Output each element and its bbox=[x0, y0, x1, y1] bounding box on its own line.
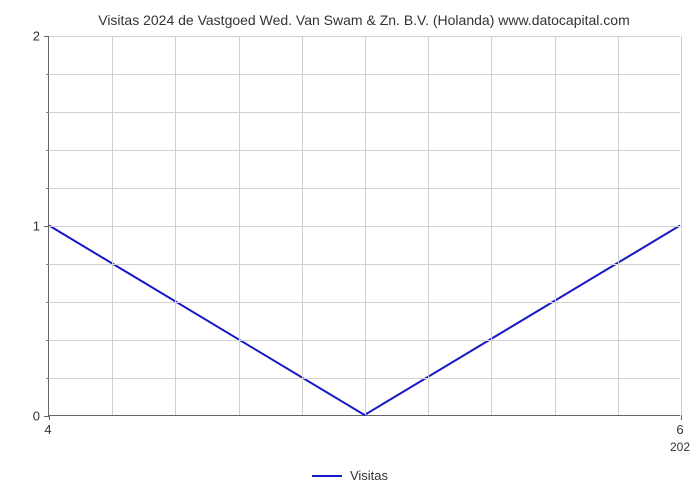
x-tick-label: 4 bbox=[44, 422, 51, 437]
y-tick-mark bbox=[44, 226, 49, 227]
grid-line-horizontal bbox=[49, 302, 680, 303]
x-tick-mark bbox=[681, 415, 682, 420]
y-minor-tick bbox=[46, 378, 49, 379]
y-minor-tick bbox=[46, 302, 49, 303]
y-tick-mark bbox=[44, 36, 49, 37]
x-tick-label: 6 bbox=[676, 422, 683, 437]
y-minor-tick bbox=[46, 264, 49, 265]
x-sub-label: 202 bbox=[670, 440, 690, 454]
grid-line-horizontal bbox=[49, 112, 680, 113]
grid-line-horizontal bbox=[49, 150, 680, 151]
chart-container: Visitas 2024 de Vastgoed Wed. Van Swam &… bbox=[48, 12, 680, 432]
legend: Visitas bbox=[312, 468, 388, 483]
grid-line-horizontal bbox=[49, 74, 680, 75]
chart-title: Visitas 2024 de Vastgoed Wed. Van Swam &… bbox=[48, 12, 680, 28]
y-minor-tick bbox=[46, 188, 49, 189]
y-tick-label: 1 bbox=[0, 219, 40, 234]
y-tick-label: 0 bbox=[0, 409, 40, 424]
legend-label: Visitas bbox=[350, 468, 388, 483]
grid-line-horizontal bbox=[49, 340, 680, 341]
grid-line-vertical bbox=[681, 36, 682, 415]
grid-line-horizontal bbox=[49, 36, 680, 37]
legend-swatch bbox=[312, 475, 342, 477]
y-minor-tick bbox=[46, 150, 49, 151]
x-tick-mark bbox=[49, 415, 50, 420]
grid-line-horizontal bbox=[49, 264, 680, 265]
y-minor-tick bbox=[46, 340, 49, 341]
grid-line-horizontal bbox=[49, 188, 680, 189]
grid-line-horizontal bbox=[49, 226, 680, 227]
plot-area bbox=[48, 36, 680, 416]
y-minor-tick bbox=[46, 74, 49, 75]
y-tick-label: 2 bbox=[0, 29, 40, 44]
grid-line-horizontal bbox=[49, 378, 680, 379]
y-minor-tick bbox=[46, 112, 49, 113]
